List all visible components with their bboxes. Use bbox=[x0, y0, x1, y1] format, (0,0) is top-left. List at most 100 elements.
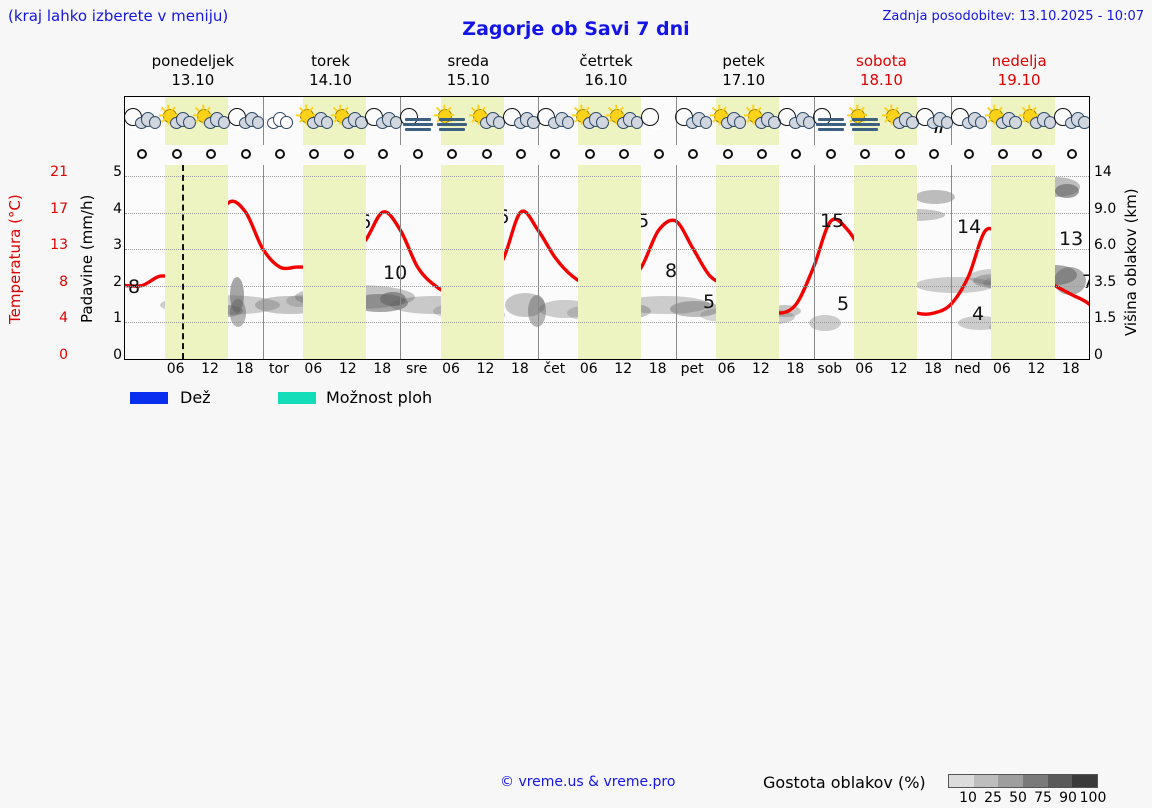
fog-icon bbox=[439, 128, 466, 131]
sun-ray bbox=[709, 113, 715, 117]
fog-icon bbox=[404, 128, 431, 131]
weather-glyph bbox=[674, 104, 713, 134]
precipitation-tick-5: 0 bbox=[113, 346, 122, 363]
fog-icon bbox=[850, 123, 881, 126]
temperature-tick-5: 0 bbox=[59, 346, 68, 363]
hour-marker-14 bbox=[619, 149, 630, 159]
weather-icon-sun-cloud-25 bbox=[983, 97, 1023, 141]
temperature-label-min-0: 8 bbox=[128, 276, 140, 298]
weather-icon-band bbox=[125, 97, 1089, 145]
hour-marker-13 bbox=[584, 149, 595, 159]
hour-marker-16 bbox=[688, 149, 699, 159]
daylight-band-5 bbox=[853, 165, 917, 359]
cloudheight-tick-4: 1.5 bbox=[1094, 310, 1117, 326]
temperature-axis-title: Temperatura (°C) bbox=[6, 194, 24, 324]
weather-glyph bbox=[399, 104, 437, 134]
sun-ray bbox=[881, 113, 887, 117]
cloud-icon bbox=[1078, 116, 1089, 130]
sun-ray bbox=[193, 113, 199, 117]
x-tick-5: 12 bbox=[338, 361, 357, 377]
fog-icon bbox=[852, 118, 879, 121]
x-tick-23: ned bbox=[954, 361, 981, 377]
hour-marker-17 bbox=[722, 149, 733, 159]
hour-marker-0 bbox=[137, 149, 148, 159]
x-tick-20: 06 bbox=[855, 361, 874, 377]
day-separator-4 bbox=[675, 165, 677, 359]
day-header-0: ponedeljek 13.10 bbox=[124, 52, 262, 90]
day-separator-1 bbox=[262, 165, 264, 359]
weather-glyph bbox=[984, 104, 1022, 134]
hour-marker-20 bbox=[825, 149, 836, 159]
x-tick-8: 06 bbox=[442, 361, 460, 377]
x-tick-2: 18 bbox=[235, 361, 254, 377]
sun-ray bbox=[330, 113, 336, 117]
sun-ray bbox=[984, 113, 990, 117]
day-separator-2 bbox=[400, 165, 402, 359]
temperature-tick-3: 8 bbox=[59, 273, 68, 290]
weather-glyph bbox=[846, 104, 884, 134]
hour-marker-5 bbox=[309, 149, 320, 159]
weather-glyph bbox=[192, 104, 231, 134]
temperature-label-max-9: 15 bbox=[820, 210, 844, 232]
drizzle-drop bbox=[934, 127, 938, 133]
cloud-icon bbox=[699, 116, 713, 130]
day-date: 14.10 bbox=[309, 71, 353, 89]
cloud-blob-46 bbox=[958, 316, 1002, 330]
temperature-label-min-8: 5 bbox=[703, 291, 715, 313]
temperature-tick-1: 17 bbox=[50, 200, 68, 217]
hour-marker-27 bbox=[1066, 149, 1077, 159]
weather-icon-sun-cloud-6 bbox=[329, 97, 369, 141]
drizzle-drop bbox=[939, 127, 943, 133]
x-tick-25: 12 bbox=[1027, 361, 1046, 377]
weather-glyph bbox=[743, 104, 781, 134]
hour-marker-21 bbox=[860, 149, 871, 159]
weather-glyph bbox=[571, 104, 609, 134]
weather-glyph bbox=[330, 104, 368, 134]
temperature-label-max-11: 14 bbox=[957, 216, 981, 238]
weather-icon-sun-cloud-17 bbox=[708, 97, 748, 141]
copyright-link[interactable]: © vreme.us & vreme.pro bbox=[500, 774, 676, 790]
weather-glyph bbox=[605, 104, 644, 134]
temperature-tick-0: 21 bbox=[50, 164, 68, 180]
cloud-blob-33 bbox=[915, 277, 995, 293]
hour-marker-row bbox=[125, 146, 1089, 164]
weather-glyph bbox=[502, 104, 540, 134]
day-date: 18.10 bbox=[859, 71, 903, 89]
hour-marker-10 bbox=[481, 149, 492, 159]
weather-glyph bbox=[125, 104, 162, 134]
cloud-icon bbox=[561, 116, 575, 130]
daylight-band-4 bbox=[716, 165, 780, 359]
weather-icon-sun-cloud-14 bbox=[604, 97, 644, 141]
weather-icon-sun-fog-21 bbox=[845, 97, 885, 141]
day-name: petek bbox=[722, 52, 765, 70]
sun-ray bbox=[847, 113, 853, 117]
precipitation-tick-2: 3 bbox=[113, 237, 122, 253]
day-name: ponedeljek bbox=[151, 52, 235, 70]
hour-marker-26 bbox=[1032, 149, 1043, 159]
x-tick-15: pet bbox=[680, 361, 704, 377]
sun-ray bbox=[1019, 113, 1025, 117]
daylight-band-1 bbox=[302, 165, 366, 359]
current-time-line bbox=[182, 165, 185, 359]
day-header-2: sreda 15.10 bbox=[399, 52, 537, 90]
x-tick-13: 12 bbox=[614, 361, 633, 377]
showers-color-swatch bbox=[278, 392, 316, 404]
hour-marker-22 bbox=[894, 149, 905, 159]
x-tick-6: 18 bbox=[373, 361, 392, 377]
sun-ray bbox=[339, 104, 342, 110]
weather-icon-moon-15 bbox=[639, 97, 679, 141]
cloud-density-step-4 bbox=[1047, 775, 1073, 787]
weather-icon-moon-fog-8 bbox=[398, 97, 438, 141]
weather-glyph bbox=[261, 104, 299, 134]
top-bar: (kraj lahko izberete v meniju) Zagorje o… bbox=[0, 0, 1152, 40]
sun-ray bbox=[606, 113, 612, 117]
gridline-1 bbox=[125, 212, 1089, 214]
x-tick-26: 18 bbox=[1061, 361, 1080, 377]
cloud-blob-30 bbox=[915, 190, 955, 204]
weather-glyph bbox=[640, 104, 678, 134]
weather-glyph bbox=[950, 104, 988, 134]
sun-ray bbox=[201, 104, 205, 110]
cloud-blob-22 bbox=[620, 296, 710, 314]
cloud-blob-16 bbox=[505, 293, 545, 317]
x-tick-7: sre bbox=[405, 361, 428, 377]
